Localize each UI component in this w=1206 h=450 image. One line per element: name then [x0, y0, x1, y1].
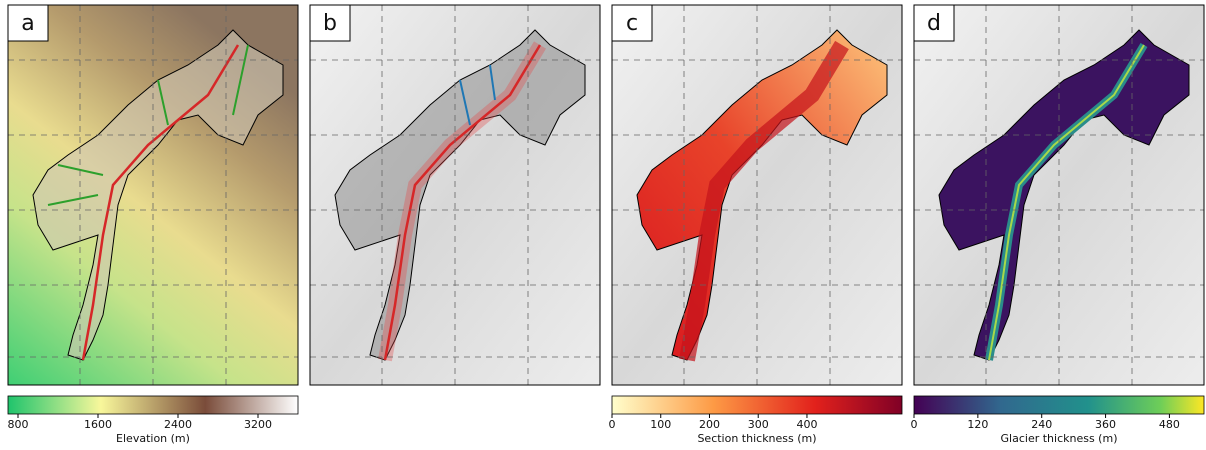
colorbar-tick-label: 200 [699, 418, 720, 431]
panel-label-box [913, 4, 955, 42]
panel-label: a [21, 11, 34, 36]
panel-label: b [323, 11, 337, 36]
panel-label: d [927, 11, 941, 36]
map-c [611, 4, 903, 386]
map-a [7, 4, 299, 386]
colorbar-tick-label: 800 [8, 418, 29, 431]
colorbar-tick-label: 2400 [164, 418, 192, 431]
colorbar-tick-label: 100 [650, 418, 671, 431]
colorbar-tick-label: 0 [911, 418, 918, 431]
colorbar-tick-label: 1600 [84, 418, 112, 431]
panel-label-box [7, 4, 49, 42]
colorbar-tick-label: 400 [796, 418, 817, 431]
colorbar [7, 395, 299, 415]
colorbar-tick-label: 360 [1095, 418, 1116, 431]
colorbar-tick-label: 480 [1159, 418, 1180, 431]
colorbar-tick-label: 300 [748, 418, 769, 431]
map-b [309, 4, 601, 386]
panel-label: c [626, 11, 638, 36]
colorbar-label: Glacier thickness (m) [1001, 432, 1118, 445]
colorbar-label: Elevation (m) [116, 432, 190, 445]
colorbar-tick-label: 3200 [244, 418, 272, 431]
panel-label-box [611, 4, 653, 42]
colorbar-tick-label: 0 [609, 418, 616, 431]
colorbar-tick-label: 240 [1031, 418, 1052, 431]
colorbar-label: Section thickness (m) [697, 432, 816, 445]
panel-label-box [309, 4, 351, 42]
colorbar-tick-label: 120 [967, 418, 988, 431]
map-d [913, 4, 1205, 386]
colorbar [611, 395, 903, 415]
colorbar [913, 395, 1205, 415]
